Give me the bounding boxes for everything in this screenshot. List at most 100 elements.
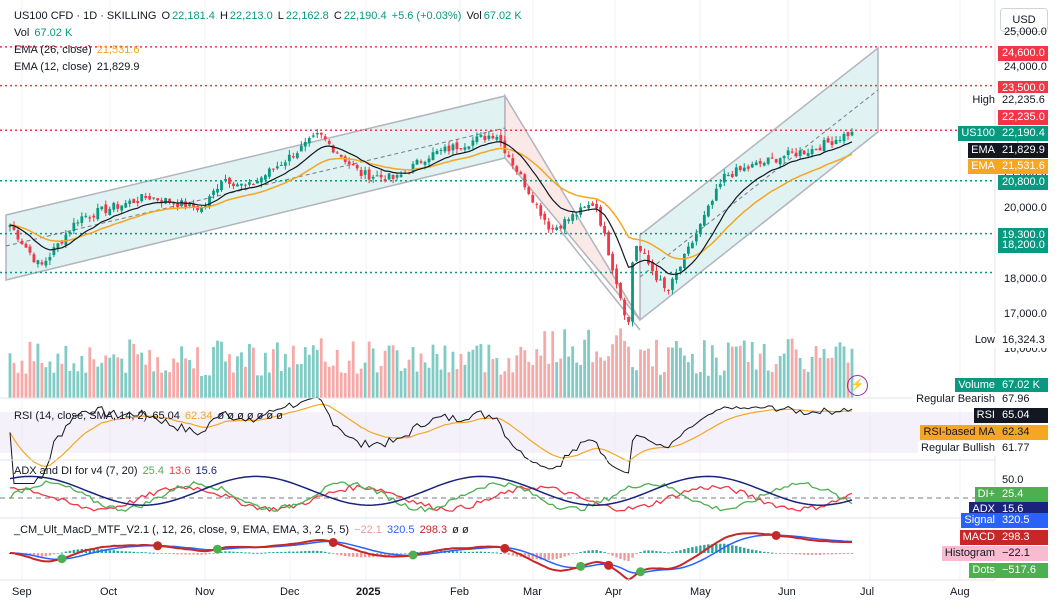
- cross-dot-13: [57, 554, 67, 564]
- macd-hist-34: [144, 552, 147, 554]
- price-badge-4: 22,190.4: [998, 126, 1048, 141]
- candle-body-209: [842, 133, 846, 142]
- volume-bar-37: [156, 357, 160, 398]
- candle-body-203: [818, 147, 822, 151]
- macd-hist-185: [747, 548, 750, 553]
- macd-hist-163: [659, 551, 662, 553]
- price-badge-label-11: Volume: [955, 378, 998, 393]
- volume-legend[interactable]: Vol 67.02 K: [14, 27, 74, 39]
- time-label-5: Feb: [450, 586, 469, 598]
- volume-bar-169: [682, 355, 686, 398]
- macd-hist-210: [846, 553, 850, 554]
- candle-body-136: [551, 227, 555, 230]
- candle-body-14: [64, 234, 68, 246]
- candle-body-72: [295, 153, 299, 159]
- volume-bar-80: [327, 366, 331, 398]
- macd-legend[interactable]: _CM_Ult_MacD_MTF_V2.1 (, 12, 26, close, …: [14, 524, 471, 536]
- volume-bar-180: [726, 342, 730, 398]
- histogram-legend-value: −22.1: [354, 524, 382, 536]
- macd-hist-134: [543, 553, 546, 560]
- ema26-legend[interactable]: EMA (26, close) 21,531.6: [14, 44, 142, 56]
- volume-bar-181: [730, 346, 734, 398]
- volume-bar-2: [16, 372, 20, 398]
- candle-body-9: [44, 260, 48, 266]
- macd-hist-32: [136, 552, 139, 554]
- volume-bar-44: [184, 358, 187, 398]
- volume-bar-79: [323, 361, 327, 398]
- volume-bar-7: [36, 343, 40, 398]
- macd-hist-136: [551, 553, 554, 560]
- symbol-legend[interactable]: US100 CFD · 1D · SKILLING O 22,181.4 H 22,…: [14, 10, 524, 22]
- adx-legend[interactable]: ADX and DI for v4 (7, 20) 25.4 13.6 15.6: [14, 465, 219, 477]
- candle-body-112: [455, 142, 459, 150]
- candle-body-144: [583, 206, 587, 208]
- candle-body-126: [511, 158, 515, 166]
- candle-body-134: [543, 213, 547, 220]
- volume-bar-64: [263, 352, 267, 398]
- volume-bar-171: [690, 353, 694, 398]
- ema12-legend[interactable]: EMA (12, close) 21,829.9: [14, 61, 142, 73]
- volume-bar-157: [635, 370, 638, 398]
- volume-bar-140: [567, 356, 571, 398]
- macd-hist-146: [591, 550, 594, 553]
- candle-body-69: [283, 162, 287, 166]
- candle-body-95: [387, 173, 391, 180]
- cross-dot-37: [153, 541, 163, 551]
- volume-bar-74: [303, 347, 307, 398]
- volume-bar-190: [766, 370, 770, 398]
- candle-body-211: [850, 131, 854, 136]
- macd-hist-178: [719, 543, 722, 553]
- candle-body-62: [256, 181, 259, 184]
- macd-hist-51: [212, 553, 215, 554]
- volume-bar-104: [423, 362, 427, 398]
- volume-bar-194: [782, 353, 786, 398]
- volume-bar-112: [455, 368, 459, 398]
- volume-bar-197: [794, 349, 798, 398]
- macd-hist-6: [32, 553, 36, 557]
- volume-bar-56: [232, 372, 235, 398]
- volume-bar-93: [379, 365, 383, 398]
- macd-badge-label-1: MACD: [959, 530, 998, 545]
- candle-body-67: [275, 166, 279, 169]
- macd-hist-43: [180, 553, 183, 555]
- macd-hist-90: [367, 553, 371, 558]
- macd-hist-173: [699, 545, 702, 553]
- cross-dot-192: [771, 530, 781, 540]
- volume-bar-43: [180, 346, 183, 398]
- volume-bar-126: [511, 372, 515, 398]
- candle-body-197: [794, 152, 798, 157]
- candle-body-31: [132, 199, 136, 204]
- macd-hist-123: [499, 552, 503, 554]
- macd-hist-39: [164, 553, 167, 554]
- volume-bar-122: [495, 358, 499, 398]
- volume-bar-9: [44, 367, 48, 398]
- candle-body-160: [647, 255, 650, 264]
- price-badge-6: 21,531.6: [998, 159, 1048, 174]
- volume-bar-204: [822, 349, 826, 398]
- macd-hist-41: [172, 553, 175, 555]
- candle-body-135: [547, 221, 551, 230]
- volume-bar-193: [778, 355, 782, 398]
- macd-hist-167: [675, 551, 678, 553]
- candle-body-152: [615, 268, 618, 285]
- vol-value: 67.02 K: [483, 10, 522, 22]
- macd-hist-21: [92, 549, 96, 553]
- lightning-icon[interactable]: ⚡: [847, 375, 868, 396]
- price-badge-label-5: EMA: [968, 143, 998, 158]
- currency-button[interactable]: USD: [1000, 8, 1048, 32]
- time-label-3: Dec: [280, 586, 300, 598]
- macd-hist-179: [723, 543, 726, 553]
- candle-body-161: [651, 262, 654, 272]
- candle-body-52: [216, 188, 219, 193]
- macd-hist-8: [40, 553, 44, 557]
- candle-body-163: [659, 279, 662, 281]
- macd-hist-78: [320, 551, 323, 553]
- volume-bar-6: [32, 361, 36, 398]
- candle-body-12: [56, 243, 60, 249]
- macd-hist-103: [419, 551, 423, 553]
- low-value: 22,162.8: [285, 10, 329, 22]
- rsi-legend[interactable]: RSI (14, close, SMA, 14, 2) 65.04 62.34 …: [14, 410, 285, 422]
- macd-hist-188: [759, 551, 762, 553]
- candle-body-121: [491, 135, 495, 139]
